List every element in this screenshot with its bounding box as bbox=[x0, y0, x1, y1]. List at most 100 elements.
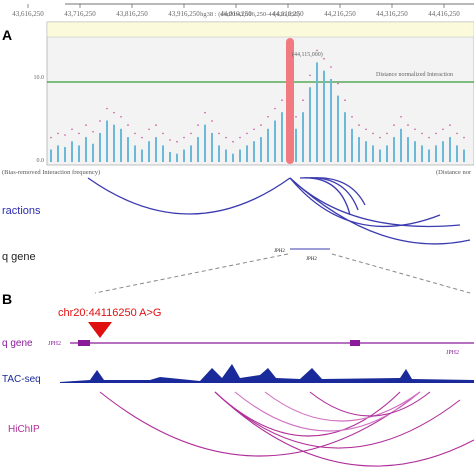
highlight bbox=[286, 38, 294, 164]
y-label: 10.0 bbox=[34, 75, 45, 81]
axis-tick-label: 44,116,250 bbox=[272, 10, 304, 18]
dot bbox=[295, 116, 297, 118]
bar bbox=[316, 62, 318, 162]
dot bbox=[78, 132, 80, 135]
bar bbox=[435, 145, 437, 162]
exon bbox=[78, 340, 90, 346]
dot bbox=[260, 124, 262, 126]
dot bbox=[456, 132, 458, 135]
dot bbox=[414, 128, 416, 131]
line-label: Distance normalized Interaction bbox=[376, 72, 453, 78]
variant-label: chr20:44116250 A>G bbox=[58, 307, 161, 319]
bar bbox=[281, 112, 283, 162]
bar bbox=[372, 145, 374, 162]
dot bbox=[204, 111, 206, 114]
dot bbox=[372, 132, 374, 135]
dot bbox=[218, 132, 220, 135]
hichip-label: HiChIP bbox=[8, 424, 40, 435]
dot bbox=[148, 128, 150, 131]
dot bbox=[232, 140, 234, 143]
bar bbox=[57, 145, 59, 162]
dot bbox=[281, 99, 283, 101]
bar bbox=[141, 149, 143, 162]
bar bbox=[176, 153, 178, 162]
dot bbox=[169, 139, 171, 141]
axis-tick-label: 43,916,250 bbox=[168, 10, 200, 18]
dot bbox=[274, 107, 276, 110]
zoom-line bbox=[331, 253, 471, 294]
bar bbox=[246, 145, 248, 162]
dot bbox=[92, 130, 94, 133]
bar bbox=[78, 145, 80, 162]
hichip-arcs bbox=[99, 391, 474, 467]
bar bbox=[274, 120, 276, 162]
dot bbox=[155, 124, 157, 126]
bar bbox=[113, 124, 115, 162]
dot bbox=[302, 99, 304, 101]
gene-name: JPH2 bbox=[48, 341, 61, 347]
bar bbox=[134, 145, 136, 162]
axis-tick-label: 44,016,250 bbox=[220, 10, 252, 18]
bar bbox=[302, 112, 304, 162]
bar bbox=[323, 70, 325, 162]
dot bbox=[428, 136, 430, 139]
bar bbox=[71, 141, 73, 162]
bar bbox=[337, 95, 339, 162]
bar bbox=[253, 141, 255, 162]
panel-label: A bbox=[2, 27, 12, 43]
dot bbox=[393, 124, 395, 126]
bar bbox=[190, 145, 192, 162]
dot bbox=[64, 134, 66, 136]
gene-label: q gene bbox=[2, 338, 33, 349]
bar bbox=[204, 124, 206, 162]
bar bbox=[239, 149, 241, 162]
dot bbox=[400, 116, 402, 118]
bar bbox=[218, 145, 220, 162]
dot bbox=[316, 49, 318, 52]
dot bbox=[141, 136, 143, 139]
bar bbox=[407, 137, 409, 162]
bar bbox=[365, 141, 367, 162]
dot bbox=[239, 136, 241, 139]
bar bbox=[379, 149, 381, 162]
bar bbox=[120, 128, 122, 162]
axis-tick-label: 44,216,250 bbox=[324, 10, 356, 18]
bar bbox=[330, 79, 332, 162]
atac-label: TAC-seq bbox=[2, 374, 41, 385]
y-label: 0.0 bbox=[37, 158, 45, 164]
dot bbox=[197, 124, 199, 126]
dot bbox=[190, 132, 192, 135]
dot bbox=[337, 82, 339, 85]
bar bbox=[99, 132, 101, 162]
bar bbox=[463, 149, 465, 162]
bar bbox=[351, 128, 353, 162]
dot bbox=[253, 128, 255, 131]
gene-name: JPH2 bbox=[446, 350, 459, 356]
highlight-label: (44,115,000) bbox=[292, 51, 323, 58]
bar bbox=[456, 145, 458, 162]
dot bbox=[113, 111, 115, 114]
dot bbox=[463, 136, 465, 139]
dot bbox=[267, 116, 269, 118]
dot bbox=[85, 124, 87, 126]
axis-tick-label: 44,316,250 bbox=[376, 10, 408, 18]
dot bbox=[162, 132, 164, 135]
atac-track bbox=[60, 364, 474, 383]
bar bbox=[232, 153, 234, 162]
dot bbox=[330, 66, 332, 68]
dot bbox=[246, 132, 248, 135]
bar bbox=[260, 137, 262, 162]
bar bbox=[197, 137, 199, 162]
dot bbox=[435, 132, 437, 135]
dot bbox=[176, 140, 178, 143]
axis-tick-label: 43,616,250 bbox=[12, 10, 44, 18]
bar bbox=[64, 147, 66, 162]
zoom-line bbox=[94, 253, 289, 294]
top-band bbox=[46, 21, 474, 38]
bar bbox=[211, 132, 213, 162]
caption: (Bias-removed Interaction frequency) bbox=[2, 169, 100, 176]
dot bbox=[309, 74, 311, 77]
dot bbox=[323, 57, 325, 60]
bar bbox=[414, 141, 416, 162]
bar bbox=[358, 137, 360, 162]
